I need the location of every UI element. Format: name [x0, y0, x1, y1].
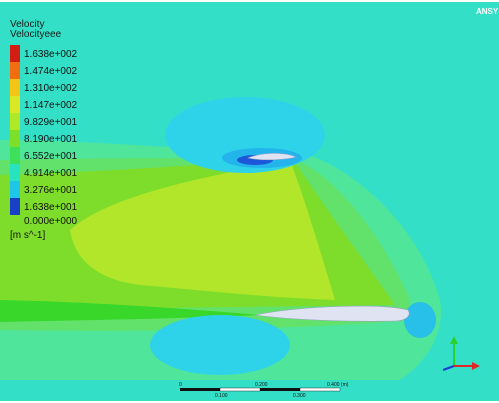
scale-segment	[180, 388, 220, 391]
legend-swatch	[10, 62, 20, 79]
legend-tick-label: 0.000e+000	[24, 216, 78, 227]
scale-bar: 0 0.200 0.400 (m) 0.100 0.300	[179, 382, 349, 399]
axis-triad-icon[interactable]	[442, 336, 480, 371]
legend-tick-label: 6.552e+001	[24, 151, 78, 162]
legend-tick-label: 8.190e+001	[24, 134, 78, 145]
scale-label-0300: 0.300	[293, 393, 306, 399]
legend-title: Velocity	[10, 19, 44, 30]
legend-swatch	[10, 130, 20, 147]
x-axis-arrowhead	[472, 362, 480, 370]
legend-subtitle: Velocityeee	[10, 29, 62, 40]
legend-tick-label: 4.914e+001	[24, 168, 78, 179]
y-axis-arrowhead	[450, 336, 458, 344]
legend-swatch	[10, 147, 20, 164]
legend-swatch	[10, 79, 20, 96]
z-axis-arrow	[442, 365, 455, 371]
scale-label-0: 0	[179, 382, 182, 388]
scale-segment	[260, 388, 300, 391]
legend-tick-label: 3.276e+001	[24, 185, 78, 196]
legend-swatch	[10, 198, 20, 215]
contour-bubble-trailing	[404, 302, 436, 338]
legend-swatch	[10, 45, 20, 62]
legend-swatch	[10, 164, 20, 181]
scale-label-0400: 0.400 (m)	[327, 382, 349, 388]
legend-swatch	[10, 181, 20, 198]
viewport-bottom-border	[0, 401, 499, 403]
scale-segment	[299, 387, 341, 392]
upper-airfoil[interactable]	[247, 153, 297, 161]
legend-tick-label: 1.474e+002	[24, 66, 78, 77]
contour-band-jet	[0, 300, 260, 322]
viewport-top-border	[0, 0, 499, 2]
legend-colorbar	[10, 45, 20, 215]
legend-ticks: 1.638e+002 1.474e+002 1.310e+002 1.147e+…	[24, 49, 78, 227]
lower-airfoil[interactable]	[254, 305, 410, 322]
scale-segment	[219, 387, 261, 392]
legend-swatch	[10, 96, 20, 113]
contour-bubble-lower	[150, 315, 290, 375]
ansys-logo-text: ANSY	[476, 7, 499, 16]
legend-tick-label: 9.829e+001	[24, 117, 78, 128]
legend-tick-label: 1.147e+002	[24, 100, 78, 111]
scale-label-0100: 0.100	[215, 393, 228, 399]
contour-band-core	[70, 160, 335, 300]
legend-tick-label: 1.638e+002	[24, 49, 78, 60]
legend-units: [m s^-1]	[10, 230, 45, 241]
scale-label-0200: 0.200	[255, 382, 268, 388]
legend-tick-label: 1.638e+001	[24, 202, 78, 213]
legend-tick-label: 1.310e+002	[24, 83, 78, 94]
legend-swatch	[10, 113, 20, 130]
